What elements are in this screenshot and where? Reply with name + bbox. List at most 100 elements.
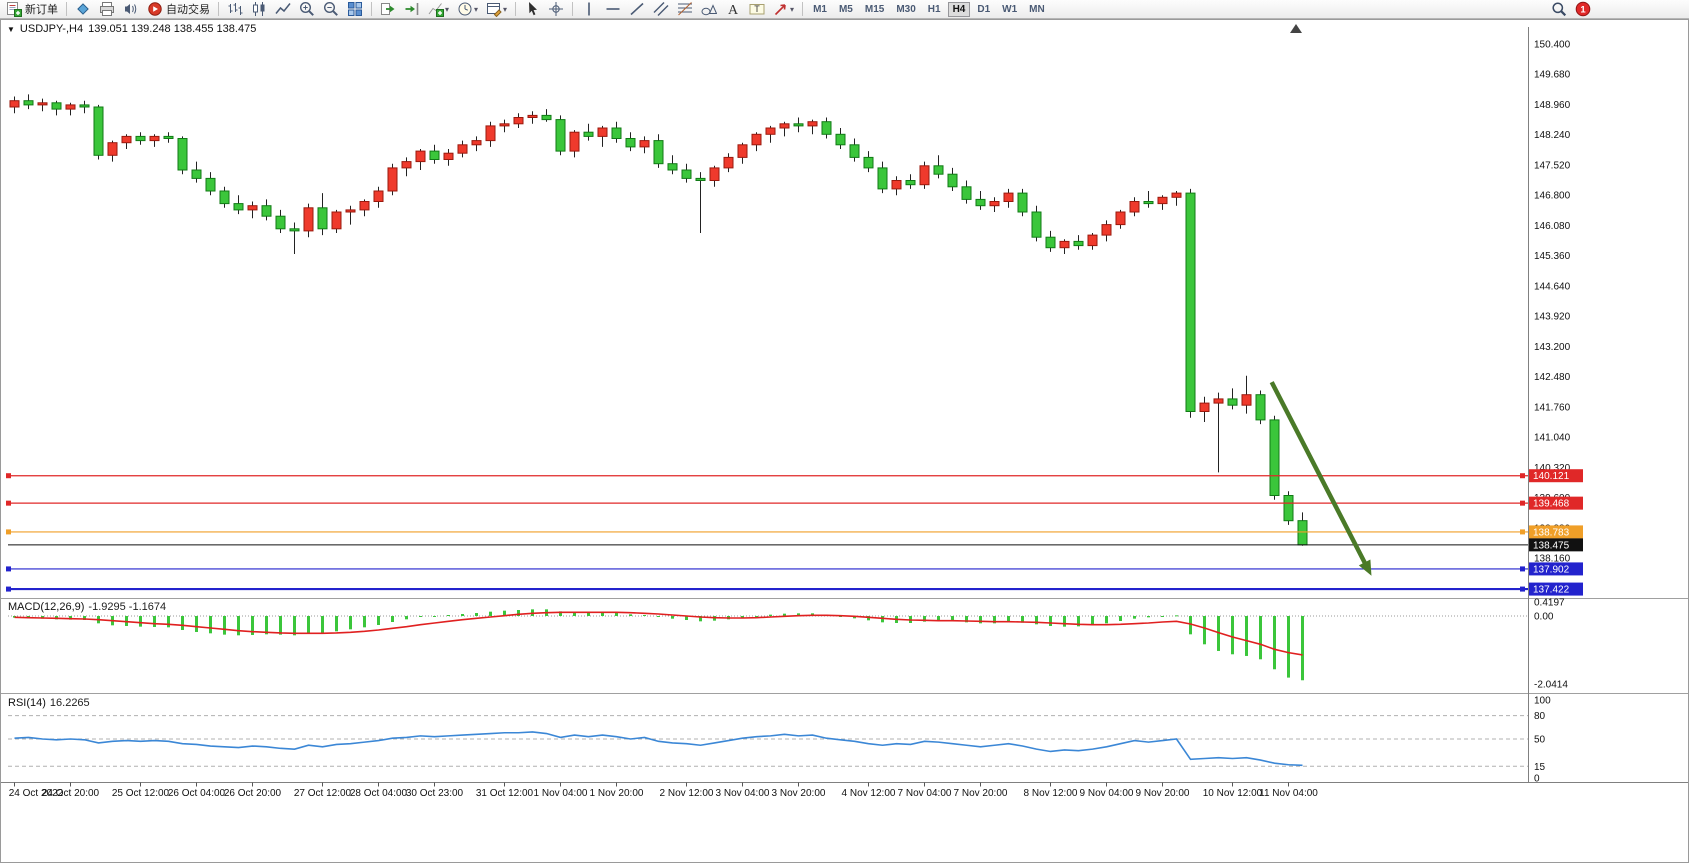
- chart-background[interactable]: [0, 19, 1689, 863]
- macd-histogram-bar: [783, 613, 786, 616]
- macd-histogram-bar: [1035, 616, 1038, 625]
- zoom-out-button[interactable]: [320, 0, 342, 18]
- macd-histogram-bar: [349, 616, 352, 630]
- autotrading-button[interactable]: 自动交易: [144, 0, 213, 18]
- macd-histogram-bar: [1189, 616, 1192, 635]
- line-chart-button[interactable]: [272, 0, 294, 18]
- candlestick-chart-button[interactable]: [248, 0, 270, 18]
- timeframe-m1-button[interactable]: M1: [813, 3, 827, 15]
- rsi-value: 16.2265: [49, 697, 90, 709]
- templates-button[interactable]: ▾: [483, 0, 510, 18]
- shapes-icon: [701, 1, 718, 17]
- horizontal-line-button[interactable]: [602, 0, 624, 18]
- svg-text:A: A: [728, 3, 739, 17]
- notifications-button[interactable]: 1: [1572, 0, 1594, 18]
- macd-histogram-bar: [279, 616, 282, 635]
- line-handle[interactable]: [1520, 529, 1525, 535]
- bar-chart-button[interactable]: [224, 0, 246, 18]
- candle-up: [1213, 398, 1224, 404]
- arrows-button[interactable]: ▾: [770, 0, 797, 18]
- trendline-icon: [629, 1, 645, 17]
- candle-down: [1297, 520, 1308, 546]
- candle-down: [625, 138, 636, 148]
- candle-down: [695, 177, 706, 181]
- timeframe-h1-button[interactable]: H1: [927, 3, 941, 15]
- data-window-button[interactable]: [96, 0, 118, 18]
- dropdown-caret-icon[interactable]: ▾: [445, 4, 450, 14]
- macd-histogram-bar: [1119, 616, 1122, 621]
- symbol-dropdown-caret[interactable]: ▼: [7, 24, 15, 34]
- macd-histogram-bar: [181, 616, 184, 630]
- periods-button[interactable]: ▾: [454, 0, 481, 18]
- market-watch-button[interactable]: [72, 0, 94, 18]
- price-axis-label: 146.080: [1534, 221, 1571, 232]
- alerts-button[interactable]: [120, 0, 142, 18]
- tile-windows-button[interactable]: [344, 0, 366, 18]
- new-order-button[interactable]: 新订单: [3, 0, 61, 18]
- line-handle[interactable]: [1520, 500, 1525, 506]
- candle-up: [415, 150, 426, 163]
- line-handle[interactable]: [6, 500, 11, 506]
- candle-down: [849, 144, 860, 158]
- dropdown-caret-icon[interactable]: ▾: [790, 4, 795, 14]
- line-handle[interactable]: [1520, 473, 1525, 479]
- dropdown-caret-icon[interactable]: ▾: [503, 4, 508, 14]
- candle-up: [401, 161, 412, 169]
- candle-up: [65, 104, 76, 110]
- templates-icon: [486, 1, 502, 17]
- search-button[interactable]: [1548, 0, 1570, 18]
- macd-histogram-bar: [1133, 616, 1136, 619]
- trend-arrow-object[interactable]: [1269, 381, 1369, 568]
- timeframe-d1-button[interactable]: D1: [977, 3, 991, 15]
- candle-up: [891, 180, 902, 190]
- line-handle[interactable]: [6, 473, 11, 479]
- vertical-line-button[interactable]: [578, 0, 600, 18]
- indicators-button[interactable]: ▾: [425, 0, 452, 18]
- auto-scroll-button[interactable]: [377, 0, 399, 18]
- candle-up: [1101, 224, 1112, 236]
- chart-shift-marker[interactable]: [1290, 24, 1302, 33]
- trendline-button[interactable]: [626, 0, 648, 18]
- timeframe-mn-button[interactable]: MN: [1029, 3, 1045, 15]
- timeframe-m5-button[interactable]: M5: [838, 3, 853, 15]
- equidistant-channel-button[interactable]: [650, 0, 672, 18]
- candle-down: [1227, 398, 1238, 406]
- timeframe-h4-button[interactable]: H4: [947, 1, 971, 17]
- macd-histogram-bar: [615, 613, 618, 616]
- chart-canvas[interactable]: 150.400 149.680 148.960 148.240 147.520 146.8…: [0, 19, 1689, 863]
- price-axis-label: 143.920: [1534, 312, 1571, 323]
- timeframe-m15-button[interactable]: M15: [864, 3, 885, 15]
- toolbar-separator: [66, 2, 67, 16]
- cursor-button[interactable]: [521, 0, 543, 18]
- fibonacci-button[interactable]: [674, 0, 696, 18]
- candle-down: [219, 190, 230, 205]
- macd-histogram-bar: [657, 616, 660, 617]
- macd-histogram-bar: [503, 610, 506, 616]
- crosshair-button[interactable]: [545, 0, 567, 18]
- shapes-button[interactable]: [698, 0, 720, 18]
- new-order-button-label: 新订单: [25, 4, 58, 16]
- line-handle[interactable]: [6, 566, 11, 572]
- line-handle[interactable]: [6, 529, 11, 535]
- price-axis-label: 142.480: [1534, 372, 1571, 383]
- line-handle[interactable]: [1520, 586, 1525, 592]
- candle-up: [1157, 196, 1168, 205]
- timeframe-m30-button[interactable]: M30: [896, 3, 916, 15]
- chart-shift-button[interactable]: [401, 0, 423, 18]
- candlestick-series[interactable]: [9, 94, 1308, 546]
- price-line-badge: [1529, 496, 1583, 510]
- rsi-axis-label: 0: [1534, 774, 1540, 785]
- macd-histogram-bar: [1077, 616, 1080, 627]
- line-handle[interactable]: [6, 586, 11, 592]
- text-button[interactable]: A: [722, 0, 744, 18]
- line-handle[interactable]: [1520, 566, 1525, 572]
- rsi-line: [14, 731, 1303, 767]
- dropdown-caret-icon[interactable]: ▾: [474, 4, 479, 14]
- timeframe-w1-button[interactable]: W1: [1002, 3, 1018, 15]
- zoom-in-button[interactable]: [296, 0, 318, 18]
- text-label-button[interactable]: T: [746, 0, 768, 18]
- rsi-panel: [8, 715, 1528, 767]
- macd-histogram-bar: [629, 614, 632, 616]
- candle-down: [653, 140, 664, 165]
